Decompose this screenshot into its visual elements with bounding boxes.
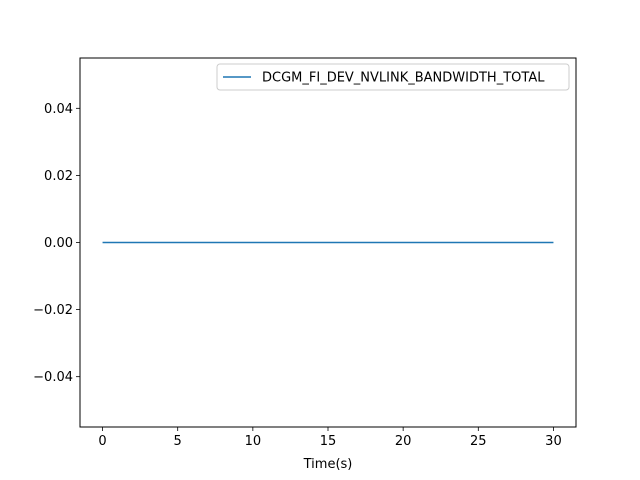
- x-tick-label: 30: [545, 434, 562, 449]
- legend-box: [216, 63, 570, 91]
- legend-label: DCGM_FI_DEV_NVLINK_BANDWIDTH_TOTAL: [262, 71, 545, 86]
- x-tick-label: 15: [320, 434, 337, 449]
- x-tick-label: 0: [98, 434, 106, 449]
- y-tick-label: −0.02: [33, 303, 73, 318]
- legend: DCGM_FI_DEV_NVLINK_BANDWIDTH_TOTAL: [216, 63, 570, 91]
- y-axis: −0.04 −0.02 0.00 0.02 0.04: [33, 102, 80, 385]
- x-axis-label: Time(s): [303, 457, 353, 472]
- x-axis: 0 5 10 15 20 25 30: [98, 427, 562, 449]
- x-tick-label: 20: [395, 434, 412, 449]
- y-tick-label: 0.04: [44, 102, 73, 117]
- y-tick-label: −0.04: [33, 370, 73, 385]
- x-tick-label: 25: [470, 434, 487, 449]
- x-tick-label: 5: [174, 434, 182, 449]
- y-tick-label: 0.02: [44, 169, 73, 184]
- x-tick-label: 10: [245, 434, 262, 449]
- y-tick-label: 0.00: [44, 236, 73, 251]
